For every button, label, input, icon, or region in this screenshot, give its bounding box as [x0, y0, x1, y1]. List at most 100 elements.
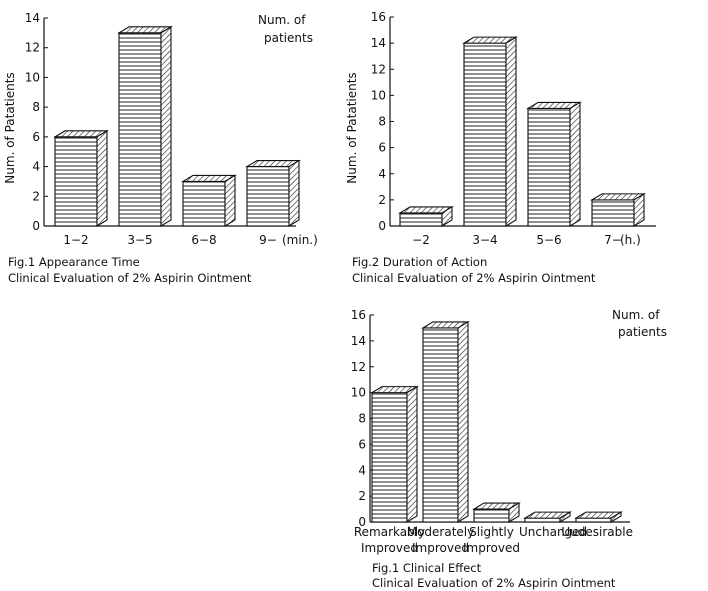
chart-1-x-tick-label: 6−8	[191, 233, 216, 247]
chart-3-caption-title: Fig.1 Clinical Effect	[372, 561, 482, 575]
chart-1-bar-side	[288, 159, 300, 227]
chart-3-bars	[370, 320, 623, 523]
chart-3-bar	[472, 502, 521, 523]
chart-2-y-tick-label: 10	[371, 88, 386, 102]
chart-1-axes: 0 2 4 6 8 10 12 14	[25, 11, 296, 233]
chart-1-x-tick-label: 3−5	[127, 233, 152, 247]
chart-3-bar	[370, 385, 419, 523]
chart-2-y-tick-label: 16	[371, 10, 386, 24]
chart-2-x-tick-label: 3−4	[472, 233, 497, 247]
chart-2-y-tick-label: 14	[371, 36, 386, 50]
chart-2-x-tick-label: 7−	[604, 233, 622, 247]
chart-3-y-tick-label: 10	[351, 386, 366, 400]
chart-3-y-tick-label: 16	[351, 308, 366, 322]
chart-3-x-tick-label: Uudesirable	[561, 525, 633, 539]
chart-1-y-tick-label: 14	[25, 11, 40, 25]
chart-1-caption-title: Fig.1 Appearance Time	[8, 255, 140, 269]
chart-3-bar	[523, 511, 572, 523]
chart-1-bar-front	[54, 136, 98, 227]
chart-2-x-tick-label: 5−6	[536, 233, 561, 247]
chart-2-bar-side	[633, 192, 645, 227]
chart-3-x-tick-label: Moderately	[407, 525, 475, 539]
chart-3-note-line-2: patients	[618, 325, 667, 339]
chart-3-bar	[421, 320, 470, 523]
chart-1-bar	[53, 129, 109, 227]
chart-1-y-tick-label: 4	[32, 160, 40, 174]
chart-1-y-tick-label: 2	[32, 189, 40, 203]
chart-1-y-tick-label: 8	[32, 100, 40, 114]
chart-3-bar-side	[508, 502, 520, 523]
chart-3-y-tick-label: 8	[358, 412, 366, 426]
chart-2-y-tick-label: 4	[378, 167, 386, 181]
chart-1-x-tick-label: 1−2	[63, 233, 88, 247]
chart-1-bars	[53, 25, 301, 227]
chart-2-bar-side	[505, 36, 517, 227]
chart-3: 0 2 4 6 8 10 12 14 16 Remarkably Improved Moderate…	[351, 308, 667, 590]
chart-3-note-line-1: Num. of	[612, 308, 660, 322]
chart-2-bar-side	[569, 101, 581, 227]
chart-2-x-ticks: −2 3−4 5−6 7−	[412, 233, 622, 247]
chart-1-bar-front	[182, 180, 226, 227]
chart-3-x-tick-label: Improved	[412, 541, 469, 555]
chart-2: 0 2 4 6 8 10 12 14 16 −2 3−4 5−6 7− Num. of Patatie…	[345, 10, 656, 285]
chart-3-y-tick-label: 4	[358, 463, 366, 477]
chart-1-note-line-1: Num. of	[258, 13, 306, 27]
chart-3-bar-front	[422, 327, 459, 523]
chart-2-bar	[590, 192, 646, 227]
chart-1-y-tick-label: 6	[32, 130, 40, 144]
chart-2-y-tick-label: 2	[378, 193, 386, 207]
chart-3-bar-side	[559, 511, 571, 523]
chart-3-y-tick-label: 0	[358, 515, 366, 529]
chart-1-bar-side	[224, 174, 236, 227]
chart-3-x-tick-label: Unchanged	[519, 525, 587, 539]
chart-2-x-tick-label: −2	[412, 233, 430, 247]
chart-2-bar	[526, 101, 582, 227]
chart-2-caption-subtitle: Clinical Evaluation of 2% Aspirin Ointme…	[352, 271, 596, 285]
chart-3-bar-side	[406, 385, 418, 523]
chart-3-bar-front	[473, 508, 510, 523]
chart-2-bar	[462, 36, 518, 227]
chart-3-bar-side	[610, 511, 622, 523]
chart-1-y-tick-label: 12	[25, 41, 40, 55]
chart-3-x-tick-label: Slightly	[469, 525, 514, 539]
chart-2-y-tick-label: 6	[378, 141, 386, 155]
chart-1-bar-front	[246, 166, 290, 227]
chart-1: 0 2 4 6 8 10 12 14 1−2 3−5 6−8 9− Num. of Patatien…	[3, 11, 318, 285]
chart-2-y-tick-label: 12	[371, 62, 386, 76]
chart-2-bar-front	[591, 199, 635, 227]
chart-2-y-tick-label: 0	[378, 219, 386, 233]
chart-2-bar-front	[527, 107, 571, 227]
chart-3-bar-side	[457, 320, 469, 523]
chart-3-bar-front	[371, 392, 408, 523]
chart-3-x-tick-label: Remarkably	[354, 525, 425, 539]
chart-1-bar-front	[118, 32, 162, 227]
chart-3-x-ticks: RemarkablyImprovedModeratelyImprovedSlig…	[354, 525, 633, 555]
chart-3-y-tick-label: 6	[358, 437, 366, 451]
chart-1-bar	[117, 25, 173, 227]
chart-3-bar-front	[575, 517, 612, 523]
chart-2-bars	[398, 36, 646, 227]
chart-3-y-tick-label: 2	[358, 489, 366, 503]
chart-1-bar	[245, 159, 301, 227]
chart-1-bar-side	[96, 129, 108, 227]
chart-1-bar	[181, 174, 237, 227]
chart-2-bar-front	[463, 42, 507, 227]
chart-2-caption-title: Fig.2 Duration of Action	[352, 255, 487, 269]
chart-1-x-ticks: 1−2 3−5 6−8 9−	[63, 233, 277, 247]
chart-2-x-axis-unit: (h.)	[620, 233, 641, 247]
chart-3-caption-subtitle: Clinical Evaluation of 2% Aspirin Ointme…	[372, 576, 616, 590]
chart-2-y-tick-label: 8	[378, 115, 386, 129]
chart-1-y-tick-label: 0	[32, 219, 40, 233]
chart-3-x-tick-label: Improved	[463, 541, 520, 555]
chart-2-bar	[398, 205, 454, 227]
chart-2-bar-front	[399, 212, 443, 227]
chart-2-bar-side	[441, 205, 453, 227]
chart-1-note-line-2: patients	[264, 31, 313, 45]
chart-3-y-tick-label: 12	[351, 360, 366, 374]
chart-1-x-axis-unit: (min.)	[282, 233, 318, 247]
chart-3-bar	[574, 511, 623, 523]
chart-1-y-axis-label: Num. of Patatients	[3, 72, 17, 183]
chart-3-bar-front	[524, 517, 561, 523]
chart-3-x-tick-label: Improved	[361, 541, 418, 555]
